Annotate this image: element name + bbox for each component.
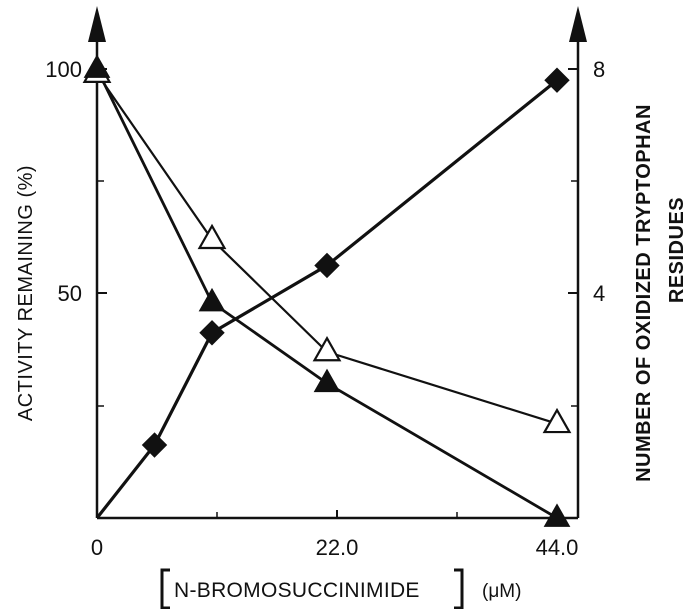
x-tick-label-22: 22.0 xyxy=(316,535,359,560)
series-line-filled-diamond xyxy=(95,78,559,519)
right-y-axis-title-line1: NUMBER OF OXIDIZED TRYPTOPHAN xyxy=(633,104,655,482)
x-tick-label-44: 44.0 xyxy=(536,535,579,560)
x-tick-label-0: 0 xyxy=(91,535,103,560)
marker-open-triangle-2 xyxy=(312,336,342,362)
marker-filled-triangle-2 xyxy=(313,368,341,393)
right-y-axis-title-line2: RESIDUES xyxy=(666,197,688,303)
right-y-tick-label-8: 8 xyxy=(593,57,605,82)
marker-filled-diamond-3 xyxy=(314,252,340,279)
marker-open-triangle-3 xyxy=(542,407,572,434)
right-y-axis-arrow xyxy=(569,6,587,42)
marker-filled-diamond-1 xyxy=(141,432,168,458)
marker-filled-diamond-2 xyxy=(199,320,225,346)
x-axis-title: N-BROMOSUCCINIMIDE xyxy=(174,579,420,602)
marker-filled-triangle-1 xyxy=(198,287,226,312)
left-y-tick-label-100: 100 xyxy=(45,57,82,82)
x-label-right-bracket xyxy=(454,568,464,609)
x-axis-unit: (μM) xyxy=(482,581,521,602)
series-line-filled-triangle xyxy=(95,68,558,520)
series-layer xyxy=(95,68,559,520)
marker-filled-triangle-0 xyxy=(83,54,111,78)
right-y-tick-label-4: 4 xyxy=(593,281,605,306)
left-y-tick-label-50: 50 xyxy=(58,281,82,306)
series-line-open-triangle xyxy=(96,72,558,425)
x-label-left-bracket xyxy=(160,568,170,609)
marker-filled-triangle-3 xyxy=(543,503,571,527)
left-y-axis-arrow xyxy=(88,6,106,42)
marker-filled-diamond-4 xyxy=(544,67,570,93)
left-y-axis-title: ACTIVITY REMAINING (%) xyxy=(15,165,37,421)
marker-layer xyxy=(82,54,572,527)
marker-open-triangle-1 xyxy=(197,223,227,250)
